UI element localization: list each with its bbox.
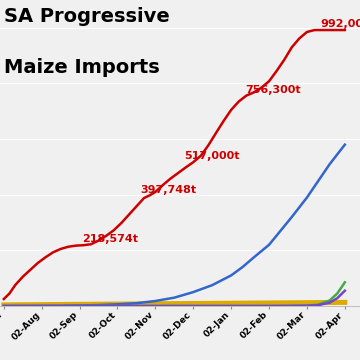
Text: 397,748t: 397,748t — [141, 185, 197, 194]
Text: SA Progressive: SA Progressive — [4, 7, 169, 26]
Text: 218,574t: 218,574t — [82, 234, 138, 244]
Text: 992,001t: 992,001t — [321, 19, 360, 29]
Text: 756,300t: 756,300t — [245, 85, 301, 95]
Text: Maize Imports: Maize Imports — [4, 58, 159, 77]
Text: 517,000t: 517,000t — [184, 152, 240, 161]
